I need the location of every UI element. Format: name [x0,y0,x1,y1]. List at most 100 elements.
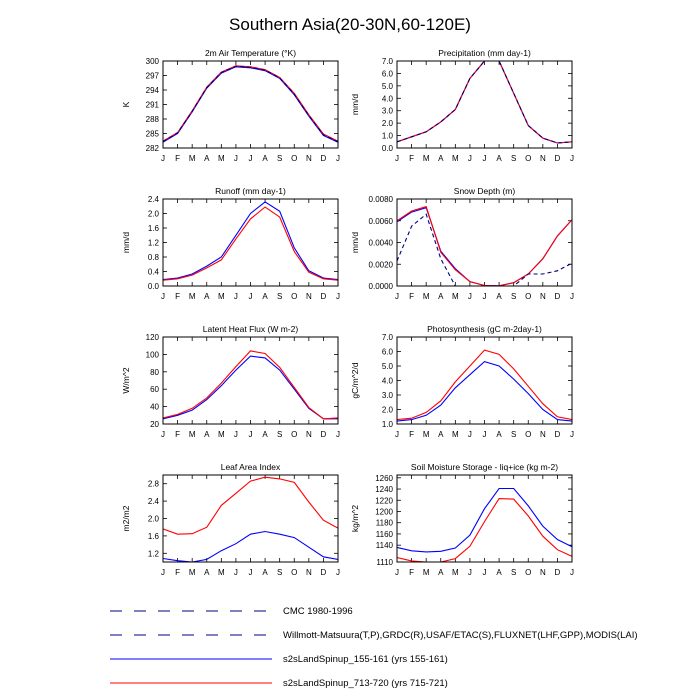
y-tick-label: 297 [146,72,160,81]
x-tick-label: A [438,154,444,163]
y-tick-label: 0.0080 [369,195,394,204]
x-tick-label: F [175,568,180,577]
panel-snow-depth-m: Snow Depth (m) mm/d 0.0000 0.0020 0.0040 0.00… [350,186,574,301]
x-tick-label: S [511,292,516,301]
y-tick-label: 2.4 [148,195,160,204]
x-tick-label: M [423,430,430,439]
x-tick-label: M [452,568,459,577]
x-tick-label: D [321,292,327,301]
x-tick-label: A [438,430,444,439]
y-tick-label: 1.0 [382,132,394,141]
y-tick-label: 1.6 [148,532,160,541]
y-axis-label: K [121,101,131,107]
y-tick-label: 1.0 [382,420,394,429]
y-tick-label: 285 [146,130,160,139]
x-tick-label: D [555,430,561,439]
x-tick-label: J [570,154,574,163]
x-tick-label: J [468,292,472,301]
y-tick-label: 7.0 [382,57,394,66]
x-tick-label: S [511,430,516,439]
x-tick-label: A [204,430,210,439]
y-axis-label: mm/d [350,94,360,116]
y-tick-label: 291 [146,101,160,110]
legend: CMC 1980-1996 Willmott-Matsuura(T,P),GRDC… [110,606,638,689]
panel-precipitation-mm-day-1: Precipitation (mm day-1) mm/d 0.0 1.0 2.0 3.0… [350,48,574,163]
y-tick-label: 3.0 [382,107,394,116]
panel-soil-moisture-storage-liq-ice-kg-m-2: Soil Moisture Storage - liq+ice (kg m-2)… [350,462,574,577]
x-tick-label: A [204,154,210,163]
x-tick-label: A [496,292,502,301]
x-tick-label: J [249,568,253,577]
x-tick-label: J [336,430,340,439]
y-tick-label: 1.2 [148,239,160,248]
x-tick-label: J [249,430,253,439]
x-tick-label: D [321,154,327,163]
y-axis-label: mm/d [350,232,360,254]
x-tick-label: O [525,568,531,577]
x-tick-label: J [468,430,472,439]
plot-frame [396,336,573,425]
x-tick-label: F [175,430,180,439]
series-line-red [397,498,572,562]
x-tick-label: N [540,154,546,163]
panel-title: Latent Heat Flux (W m-2) [203,324,299,334]
x-tick-label: M [423,292,430,301]
x-tick-label: A [438,568,444,577]
y-tick-label: 0.0000 [369,282,394,291]
panel-title: Leaf Area Index [221,462,281,472]
y-tick-label: 7.0 [382,333,394,342]
panel-title: Precipitation (mm day-1) [438,48,531,58]
x-tick-label: J [483,292,487,301]
x-tick-label: M [218,154,225,163]
x-tick-label: M [423,568,430,577]
plot-frame [396,60,573,149]
series-line-blue [397,61,572,144]
x-tick-label: S [277,430,282,439]
legend-label: CMC 1980-1996 [283,606,353,617]
x-tick-label: J [336,292,340,301]
y-tick-label: 0.0020 [369,260,394,269]
x-tick-label: A [496,568,502,577]
x-tick-label: J [249,154,253,163]
panel-2m-air-temperature-k: 2m Air Temperature (°K) K 282 285 288 291 294 2… [121,48,340,163]
y-axis-label: gC/m^2/d [350,362,360,398]
y-tick-label: 80 [150,368,159,377]
panel-title: Snow Depth (m) [454,186,516,196]
x-tick-label: J [234,154,238,163]
x-tick-label: J [234,292,238,301]
x-tick-label: J [234,568,238,577]
x-tick-label: J [468,568,472,577]
x-tick-label: F [409,292,414,301]
x-tick-label: O [291,568,297,577]
x-tick-label: J [483,430,487,439]
x-tick-label: S [277,292,282,301]
y-tick-label: 1110 [376,558,393,567]
y-tick-label: 0.8 [148,253,160,262]
y-tick-label: 0.0060 [369,217,394,226]
x-tick-label: J [570,430,574,439]
plot-frame [162,60,339,149]
y-tick-label: 20 [150,420,159,429]
y-tick-label: 1160 [376,530,394,539]
panel-title: Soil Moisture Storage - liq+ice (kg m-2) [411,462,558,472]
panel-runoff-mm-day-1: Runoff (mm day-1) mm/d 0.0 0.4 0.8 1.2 1.6 2.0 2… [121,186,340,301]
x-tick-label: O [291,292,297,301]
x-tick-label: J [161,430,165,439]
x-tick-label: A [438,292,444,301]
series-line-blue [163,201,338,281]
panel-latent-heat-flux-w-m-2: Latent Heat Flux (W m-2) W/m^2 20 40 60 80 100… [121,324,340,439]
x-tick-label: D [555,292,561,301]
x-tick-label: A [204,568,210,577]
panel-title: 2m Air Temperature (°K) [205,48,296,58]
x-tick-label: S [511,154,516,163]
x-tick-label: O [291,154,297,163]
plot-frame [396,474,573,563]
x-tick-label: J [161,154,165,163]
x-tick-label: M [452,154,459,163]
y-tick-label: 0.0 [148,282,160,291]
x-tick-label: M [218,292,225,301]
y-tick-label: 282 [146,144,160,153]
series-line-observed [163,65,338,143]
x-tick-label: D [321,430,327,439]
